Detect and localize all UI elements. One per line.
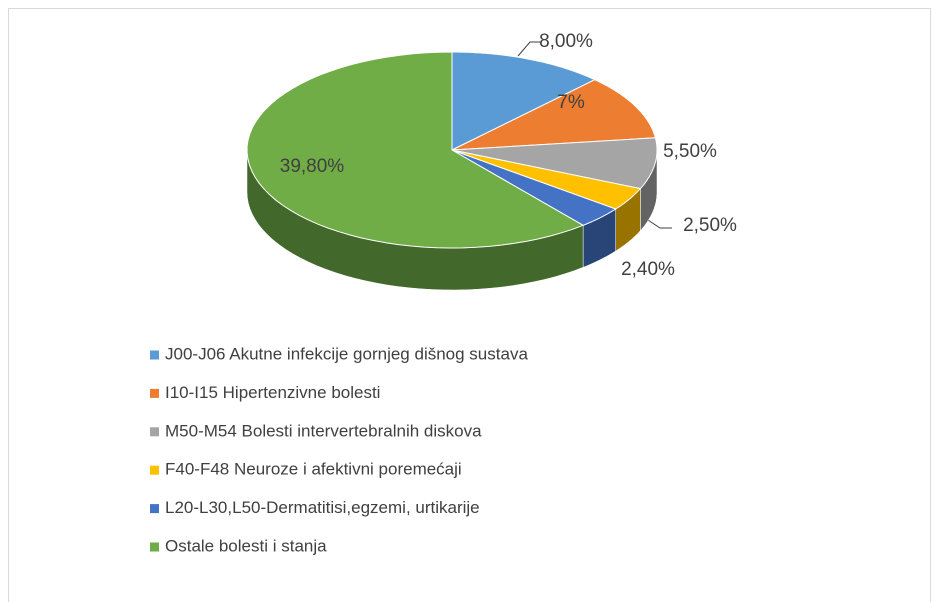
legend-label: Ostale bolesti i stanja: [165, 536, 327, 555]
legend-label: J00-J06 Akutne infekcije gornjeg dišnog …: [165, 344, 528, 363]
slice: [451, 79, 657, 151]
legend-swatch: [150, 388, 159, 398]
leader-line: [517, 41, 540, 57]
slice: [246, 51, 585, 249]
slice: [451, 149, 642, 210]
data-label: 2,50%: [683, 215, 737, 236]
data-label: 7%: [557, 92, 585, 113]
legend-label: I10-I15 Hipertenzivne bolesti: [165, 383, 380, 402]
slice: [451, 137, 658, 190]
slice: [451, 51, 596, 151]
slice: [451, 149, 617, 226]
legend-swatch: [150, 465, 159, 475]
data-label: 2,40%: [621, 259, 675, 280]
legend-label: M50-M54 Bolesti intervertebralnih diskov…: [165, 421, 482, 440]
data-label: 5,50%: [663, 141, 717, 162]
legend-swatch: [150, 427, 159, 437]
data-label: 8,00%: [539, 31, 593, 52]
legend-label: L20-L30,L50-Dermatitisi,egzemi, urtikari…: [165, 498, 480, 517]
legend-swatch: [150, 504, 159, 514]
legend-label: F40-F48 Neuroze i afektivni poremećaji: [165, 460, 462, 479]
data-label: 39,80%: [280, 156, 345, 177]
legend-swatch: [150, 350, 159, 360]
legend-swatch: [150, 542, 159, 552]
